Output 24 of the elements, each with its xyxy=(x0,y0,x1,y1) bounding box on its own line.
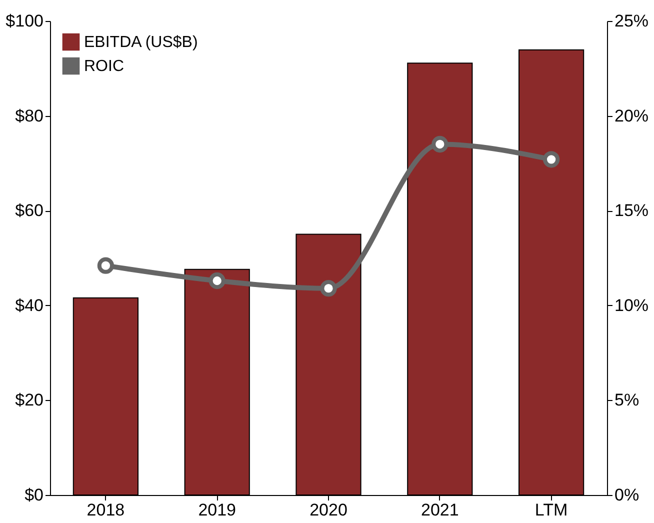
legend-label: ROIC xyxy=(84,58,124,75)
y-tick-label: $80 xyxy=(15,106,44,126)
y2-tick-label: 20% xyxy=(614,106,649,126)
x-tick-label: 2019 xyxy=(198,500,236,520)
y-tick-label: $20 xyxy=(15,390,44,410)
y2-tick-label: 15% xyxy=(614,201,649,220)
point xyxy=(542,151,560,168)
y2-tick-label: 25% xyxy=(614,12,649,30)
y2-tick-label: 10% xyxy=(614,296,649,315)
point xyxy=(208,272,226,290)
x-tick-label: LTM xyxy=(534,500,568,520)
y-tick-label: $60 xyxy=(15,201,44,220)
legend-label: EBITDA (US$B) xyxy=(84,34,198,51)
point xyxy=(432,136,448,153)
y-tick-label: $0 xyxy=(24,486,44,504)
y-tick-label: $100 xyxy=(6,12,44,30)
y2-tick-label: 5% xyxy=(614,390,640,410)
y2-tick-label: 0% xyxy=(614,486,640,504)
x-tick-label: 2021 xyxy=(420,500,459,520)
point xyxy=(97,257,114,274)
y-tick-label: $40 xyxy=(15,296,44,315)
point xyxy=(320,280,337,297)
x-tick-label: 2018 xyxy=(86,500,125,520)
x-tick-label: 2020 xyxy=(310,500,348,520)
